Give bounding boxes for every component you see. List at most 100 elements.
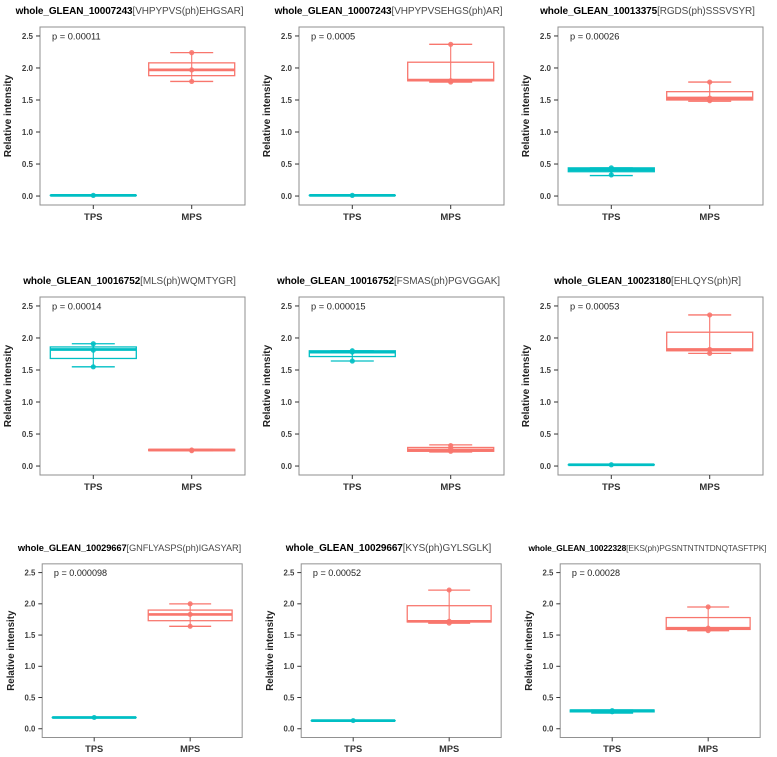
x-tick-label: TPS — [602, 212, 620, 223]
gene-id-label: whole_GLEAN_10007243 — [274, 6, 392, 17]
box-mps — [666, 79, 754, 104]
box-tps — [49, 341, 137, 370]
data-point — [707, 346, 713, 353]
boxplot-canvas: 0.0 0.5 1.0 1.5 2.0 2.5 TPS MPS Relative intensi… — [6, 563, 243, 754]
y-tick-label: 0.5 — [281, 430, 293, 439]
y-axis-title: Relative intensity — [265, 610, 276, 691]
gene-id-label: whole_GLEAN_10022328 — [528, 543, 627, 553]
boxplot-canvas: 0.0 0.5 1.0 1.5 2.0 2.5 TPS MPS Relative intensi… — [262, 26, 505, 223]
y-tick-label: 1.5 — [540, 96, 552, 105]
subplot-7: whole_GLEAN_10029667[GNFLYASPS(ph)IGASYA… — [0, 500, 259, 757]
box-tps — [308, 348, 396, 364]
subplot-3: whole_GLEAN_10013375[RGDS(ph)SSSVSYR] 0.… — [518, 0, 777, 244]
y-tick-label: 2.0 — [284, 600, 296, 609]
data-point — [707, 312, 713, 318]
y-tick-label: 2.0 — [540, 64, 552, 73]
peptide-label: [KYS(ph)GYLSGLK] — [402, 543, 492, 554]
peptide-label: [RGDS(ph)SSSVSYR] — [657, 6, 755, 17]
data-point — [705, 628, 711, 634]
y-tick-label: 0.0 — [543, 725, 555, 734]
y-tick-label: 1.0 — [281, 398, 293, 407]
x-tick-label: TPS — [602, 482, 620, 493]
subplot-4: whole_GLEAN_10016752[MLS(ph)WQMTYGR] 0.0… — [0, 244, 259, 500]
data-point — [350, 718, 356, 724]
y-tick-label: 1.0 — [281, 128, 293, 137]
gene-id-label: whole_GLEAN_10029667 — [17, 543, 127, 553]
data-point — [349, 349, 355, 355]
p-value-label: p = 0.00053 — [570, 301, 619, 311]
subplot-5: whole_GLEAN_10016752[FSMAS(ph)PGVGGAK] 0… — [259, 244, 518, 500]
boxplot-canvas: 0.0 0.5 1.0 1.5 2.0 2.5 TPS MPS Relative intensi… — [3, 296, 246, 493]
subplot-title: whole_GLEAN_10007243[VHPYPVS(ph)EHGSAR] — [16, 5, 244, 18]
y-tick-label: 0.5 — [540, 160, 552, 169]
subplot-title: whole_GLEAN_10016752[MLS(ph)WQMTYGR] — [23, 275, 236, 288]
y-axis-title: Relative intensity — [6, 610, 17, 691]
y-tick-label: 2.5 — [25, 568, 37, 577]
subplot-2: whole_GLEAN_10007243[VHPYPVSEHGS(ph)AR] … — [259, 0, 518, 244]
data-point — [189, 448, 195, 454]
y-tick-label: 0.0 — [281, 192, 293, 201]
subplot-6: whole_GLEAN_10023180[EHLQYS(ph)R] 0.0 0.5… — [518, 244, 777, 500]
x-tick-label: TPS — [85, 744, 103, 754]
data-point — [189, 67, 195, 73]
subplot-title: whole_GLEAN_10029667[KYS(ph)GYLSGLK] — [286, 542, 492, 555]
y-tick-label: 2.5 — [22, 302, 34, 311]
y-tick-label: 1.5 — [281, 96, 293, 105]
y-tick-label: 2.5 — [540, 302, 552, 311]
subplot-1: whole_GLEAN_10007243[VHPYPVS(ph)EHGSAR] … — [0, 0, 259, 244]
x-tick-label: MPS — [180, 744, 200, 754]
p-value-label: p = 0.000015 — [311, 301, 366, 311]
y-tick-label: 0.5 — [25, 693, 37, 702]
y-tick-label: 0.5 — [284, 693, 296, 702]
y-tick-label: 1.5 — [25, 631, 37, 640]
box-tps — [569, 708, 655, 715]
x-tick-label: MPS — [699, 212, 720, 223]
y-tick-label: 2.0 — [22, 64, 34, 73]
data-point — [608, 172, 614, 178]
y-tick-label: 2.5 — [284, 568, 296, 577]
gene-id-label: whole_GLEAN_10007243 — [15, 6, 133, 17]
subplot-8: whole_GLEAN_10029667[KYS(ph)GYLSGLK] 0.0… — [259, 500, 518, 757]
box-mps — [148, 447, 236, 454]
y-tick-label: 0.0 — [25, 725, 37, 734]
panel-border — [298, 26, 505, 206]
panel-border — [300, 563, 502, 738]
data-point — [189, 78, 195, 85]
subplot-title: whole_GLEAN_10013375[RGDS(ph)SSSVSYR] — [540, 5, 755, 18]
y-tick-label: 2.5 — [281, 302, 293, 311]
panel-border — [557, 26, 764, 206]
data-point — [189, 50, 195, 56]
x-tick-label: TPS — [344, 744, 362, 754]
y-tick-label: 2.0 — [543, 600, 555, 609]
y-axis-title: Relative intensity — [262, 74, 273, 157]
boxplot-canvas: 0.0 0.5 1.0 1.5 2.0 2.5 TPS MPS Relative intensi… — [3, 26, 246, 223]
y-tick-label: 2.0 — [281, 334, 293, 343]
boxplot-canvas: 0.0 0.5 1.0 1.5 2.0 2.5 TPS MPS Relative intensi… — [521, 26, 764, 223]
data-point — [90, 364, 96, 370]
panel-border — [39, 26, 246, 206]
y-tick-label: 2.0 — [540, 334, 552, 343]
y-tick-label: 0.0 — [281, 462, 293, 471]
y-tick-label: 2.0 — [25, 600, 37, 609]
y-tick-label: 0.0 — [284, 725, 296, 734]
y-axis-title: Relative intensity — [521, 74, 532, 157]
panel-border — [557, 296, 764, 476]
x-tick-label: MPS — [698, 744, 718, 754]
p-value-label: p = 0.00014 — [52, 301, 101, 311]
y-tick-label: 1.5 — [284, 631, 296, 640]
subplot-title: whole_GLEAN_10029667[GNFLYASPS(ph)IGASYA… — [18, 542, 241, 555]
box-tps — [49, 192, 137, 198]
y-axis-title: Relative intensity — [524, 610, 535, 691]
data-point — [707, 79, 713, 85]
data-point — [609, 709, 615, 715]
box-mps — [407, 442, 495, 454]
data-point — [187, 601, 193, 607]
gene-id-label: whole_GLEAN_10016752 — [23, 276, 141, 287]
p-value-label: p = 0.00028 — [572, 568, 620, 578]
peptide-label: [EKS(ph)PGSNTNTNTDNQTASFTPK] — [626, 543, 767, 553]
data-point — [187, 611, 193, 617]
y-axis-title: Relative intensity — [262, 344, 273, 427]
x-tick-label: TPS — [603, 744, 621, 754]
data-point — [448, 41, 454, 47]
